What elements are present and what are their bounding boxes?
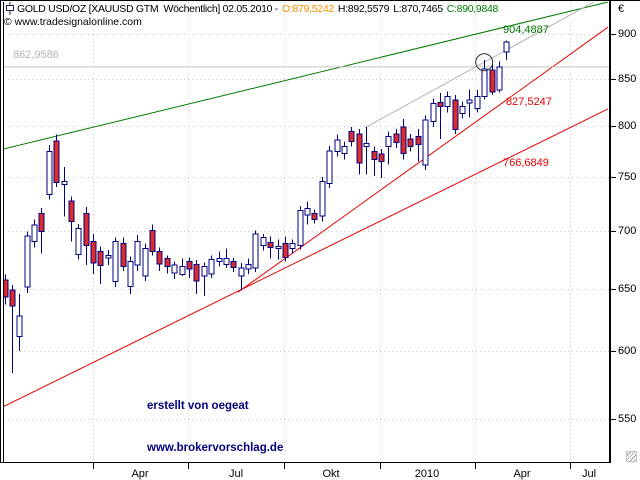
green-uptrend-line [4,2,609,150]
instrument-flag-icon [6,2,14,15]
axes [0,0,640,469]
currency-axis-label: € [618,3,625,15]
y-axis-tick-label: 850 [618,72,637,85]
x-axis-tick-label: Okt [322,468,340,480]
candles [4,40,510,374]
low-value: L:870,7465 [393,3,443,15]
high-value: H:892,5579 [337,3,390,15]
gray-steep-line [364,2,595,129]
y-axis-tick-label: 550 [618,413,637,426]
x-axis-tick-label: Apr [513,468,531,480]
x-axis-tick-label: Jul [228,468,244,480]
y-axis-tick-label: 800 [618,120,637,133]
red-lower-trend-line [4,108,609,407]
price-level-label: 827,5247 [506,96,552,108]
price-level-label: 862,9586 [13,49,59,61]
y-axis-tick-label: 750 [618,170,637,183]
x-axis-tick-label: Apr [131,468,149,480]
y-axis-tick-label: 650 [618,282,637,295]
gridlines [4,2,609,462]
x-axis-tick-label: 2010 [414,468,440,480]
watermark: erstellt von oegeat www.brokervorschlag.… [147,371,283,480]
resize-grip-icon[interactable] [626,451,637,462]
instrument-title: GOLD USD/OZ [XAUUSD GTM Wöchentlich] 02.… [17,3,279,15]
y-axis-tick-label: 700 [618,224,637,237]
close-value: C:890,9848 [446,3,499,15]
y-axis-tick-label: 600 [618,345,637,358]
watermark-line2: www.brokervorschlag.de [147,442,284,454]
open-value: O:879,5242 [282,3,334,15]
copyright-text: © www.tradesignalonline.com [4,16,142,28]
y-axis-tick-label: 900 [618,27,637,40]
circle-annotation [475,53,494,72]
x-axis-tick-label: Jul [581,468,597,480]
chart-title-bar: GOLD USD/OZ [XAUUSD GTM Wöchentlich] 02.… [17,3,498,15]
watermark-line1: erstellt von oegeat [147,400,249,412]
price-level-label: 766,6849 [503,157,549,169]
price-level-label: 904,4887 [503,24,549,36]
